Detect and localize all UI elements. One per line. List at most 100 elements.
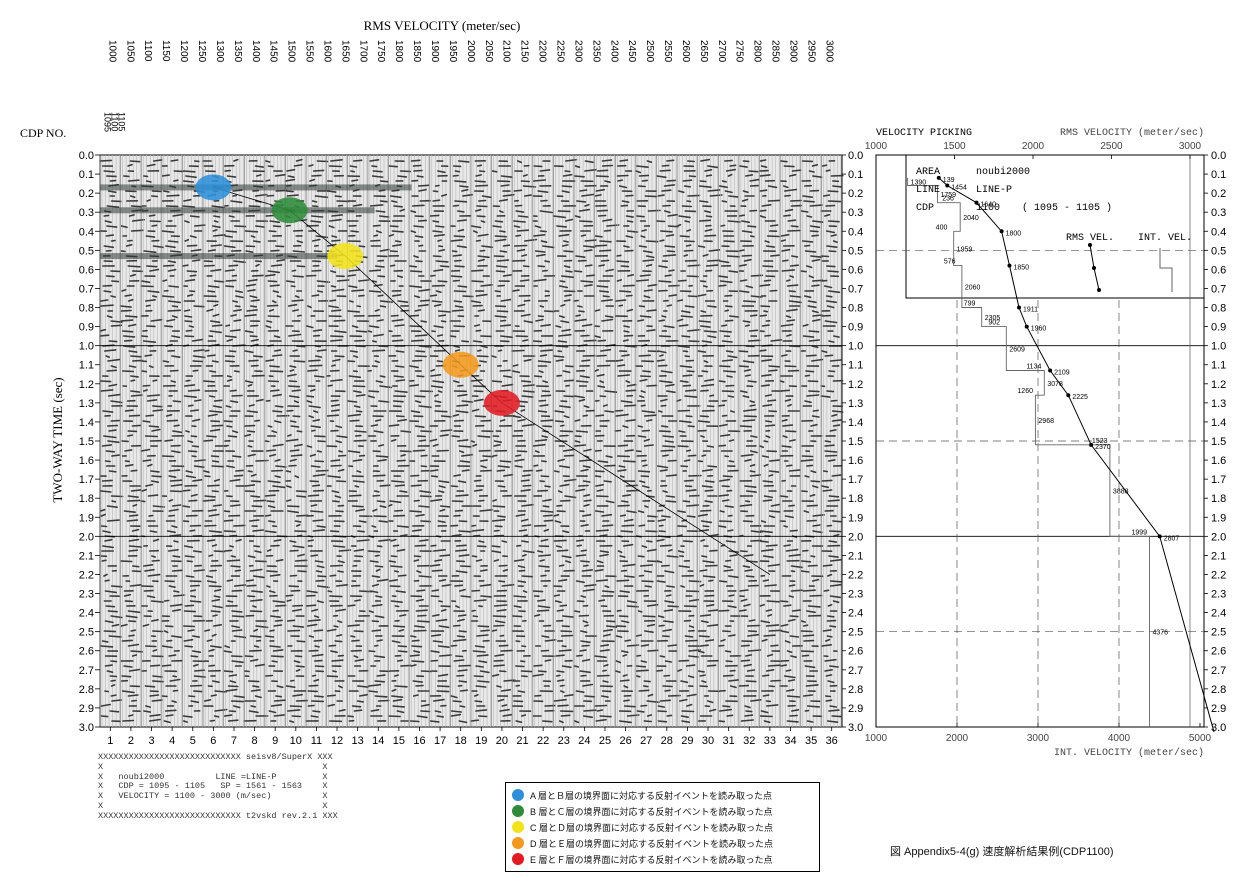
top-axis-tick-label: 1550 — [304, 40, 315, 63]
left-y-tick-label: 1.9 — [79, 512, 94, 524]
left-y-tick-label: 2.1 — [79, 550, 94, 562]
rms-velocity-label: 2370 — [1095, 444, 1111, 451]
top-axis-tick-label: 1800 — [393, 40, 404, 63]
pick-time-label: 576 — [944, 259, 956, 266]
left-y-ticks: 0.0 0.1 0.2 0.3 0.4 0.5 0.6 0.7 0.8 0.9 1.0 1.1 1.2 1… — [79, 150, 100, 734]
top-axis-tick-label: 1200 — [178, 40, 189, 63]
rms-velocity-line — [938, 177, 1215, 733]
panel-number-ticks: 1 2 3 4 5 6 7 8 9 10 11 12 13 14 15 16 17 18 19 20 21 22 23 24 2… — [107, 727, 838, 747]
cdp-header-value: 1100 — [976, 203, 1000, 214]
x-tick-label: 9 — [272, 735, 278, 747]
left-y-tick-label: 0.6 — [79, 264, 94, 276]
int-velocity-label: 1759 — [940, 192, 956, 199]
right-y-tick-label: 1.9 — [1211, 512, 1226, 524]
left-y-tick-label: 1.8 — [79, 493, 94, 505]
legend-dot — [512, 805, 524, 817]
right-y-tick-label: 1.5 — [1211, 436, 1226, 448]
rms-velocity-point — [974, 200, 979, 205]
reflection-band — [100, 184, 412, 191]
reflection-band — [100, 207, 375, 214]
left-y-tick-label: 1.1 — [79, 360, 94, 372]
legend-item-cd: C 層とＤ層の境界面に対応する反射イベントを読み取った点 — [512, 819, 773, 835]
left-y-tick-label: 1.5 — [79, 436, 94, 448]
int-velocity-label: 2305 — [985, 315, 1001, 322]
velocity-picking-panel: VELOCITY PICKING RMS VELOCITY (meter/sec… — [865, 127, 1226, 759]
rms-velocity-point — [999, 229, 1004, 234]
rms-tick-label: 2000 — [1022, 141, 1045, 152]
rms-velocity-label: 2109 — [1054, 369, 1070, 376]
middle-y-tick-label: 1.9 — [848, 512, 863, 524]
x-tick-label: 27 — [640, 735, 652, 747]
right-y-tick-label: 0.3 — [1211, 207, 1226, 219]
left-y-tick-label: 0.0 — [79, 150, 94, 162]
right-y-tick-label: 0.9 — [1211, 322, 1226, 334]
left-y-tick-label: 1.2 — [79, 379, 94, 391]
right-y-tick-label: 2.5 — [1211, 627, 1226, 639]
int-velocity-label: 1959 — [957, 246, 973, 253]
cdp-tick-label: 1095 — [103, 112, 113, 132]
info-line: X X — [98, 800, 328, 811]
rms-velocity-point — [1024, 324, 1029, 329]
left-y-tick-label: 0.9 — [79, 322, 94, 334]
right-y-tick-label: 1.1 — [1211, 360, 1226, 372]
top-axis-tick-label: 2350 — [590, 40, 601, 63]
pick-time-label: 799 — [964, 301, 976, 308]
top-axis-tick-label: 2600 — [680, 40, 691, 63]
x-tick-label: 13 — [352, 735, 364, 747]
left-y-tick-label: 0.8 — [79, 303, 94, 315]
top-axis-tick-label: 2250 — [554, 40, 565, 63]
x-tick-label: 18 — [455, 735, 467, 747]
middle-y-tick-label: 2.3 — [848, 589, 863, 601]
right-y-tick-label: 0.4 — [1211, 226, 1226, 238]
right-y-tick-label: 0.2 — [1211, 188, 1226, 200]
right-y-tick-label: 2.7 — [1211, 665, 1226, 677]
middle-y-tick-label: 0.7 — [848, 283, 863, 295]
right-y-ticks: 0.0 0.1 0.2 0.3 0.4 0.5 0.6 0.7 0.8 0.9 1.0 1.1 1.2 1… — [1204, 150, 1226, 734]
left-y-tick-label: 0.2 — [79, 188, 94, 200]
info-line: X CDP = 1095 - 1105 SP = 1561 - 1563 X — [98, 781, 328, 792]
rms-tick-label: 1500 — [943, 141, 966, 152]
top-axis-tick-label: 1500 — [286, 40, 297, 63]
middle-y-tick-label: 1.7 — [848, 474, 863, 486]
int-velocity-line — [907, 177, 1150, 727]
int-velocity-label: 3078 — [1047, 381, 1063, 388]
x-tick-label: 7 — [231, 735, 237, 747]
area-label: AREA — [916, 167, 940, 178]
top-axis-tick-label: 2750 — [734, 40, 745, 63]
middle-y-tick-label: 0.4 — [848, 226, 863, 238]
middle-y-tick-label: 1.5 — [848, 436, 863, 448]
top-axis-tick-label: 2100 — [501, 40, 512, 63]
rms-velocity-label: 1960 — [1031, 326, 1047, 333]
top-axis-tick-label: 1300 — [214, 40, 225, 63]
rms-velocity-point — [1157, 534, 1162, 539]
x-tick-label: 12 — [331, 735, 343, 747]
legend-dot — [512, 837, 524, 849]
legend-text: B 層とＣ層の境界面に対応する反射イベントを読み取った点 — [530, 806, 773, 817]
top-axis-tick-label: 2700 — [716, 40, 727, 63]
velocity-picking-title: VELOCITY PICKING — [876, 128, 972, 139]
right-y-tick-label: 0.5 — [1211, 245, 1226, 257]
legend-text: E 層とＦ層の境界面に対応する反射イベントを読み取った点 — [530, 854, 773, 865]
middle-y-tick-label: 2.8 — [848, 684, 863, 696]
int-velocity-label: 2040 — [963, 215, 979, 222]
left-y-tick-label: 0.5 — [79, 245, 94, 257]
middle-y-tick-label: 2.9 — [848, 703, 863, 715]
middle-y-ticks: 0.0 0.1 0.2 0.3 0.4 0.5 0.6 0.7 0.8 0.9 1.0 1.1 1.2 1… — [842, 150, 863, 734]
wiggle-texture — [202, 160, 228, 722]
top-axis-tick-label: 2850 — [770, 40, 781, 63]
rms-velocity-point — [1089, 442, 1094, 447]
cdp-label: CDP NO. — [20, 126, 66, 140]
top-axis-tick-label: 1650 — [339, 40, 350, 63]
picking-legend-glyphs — [1088, 243, 1173, 292]
top-axis-tick-label: 2150 — [519, 40, 530, 63]
int-velocity-label: 2968 — [1038, 418, 1054, 425]
legend-dot — [512, 821, 524, 833]
top-axis-tick-label: 2000 — [465, 40, 476, 63]
rms-velocity-label: 139 — [943, 177, 955, 184]
top-axis-tick-label: 1850 — [411, 40, 422, 63]
right-y-tick-label: 1.3 — [1211, 398, 1226, 410]
x-tick-label: 25 — [599, 735, 611, 747]
left-y-tick-label: 1.4 — [79, 417, 94, 429]
